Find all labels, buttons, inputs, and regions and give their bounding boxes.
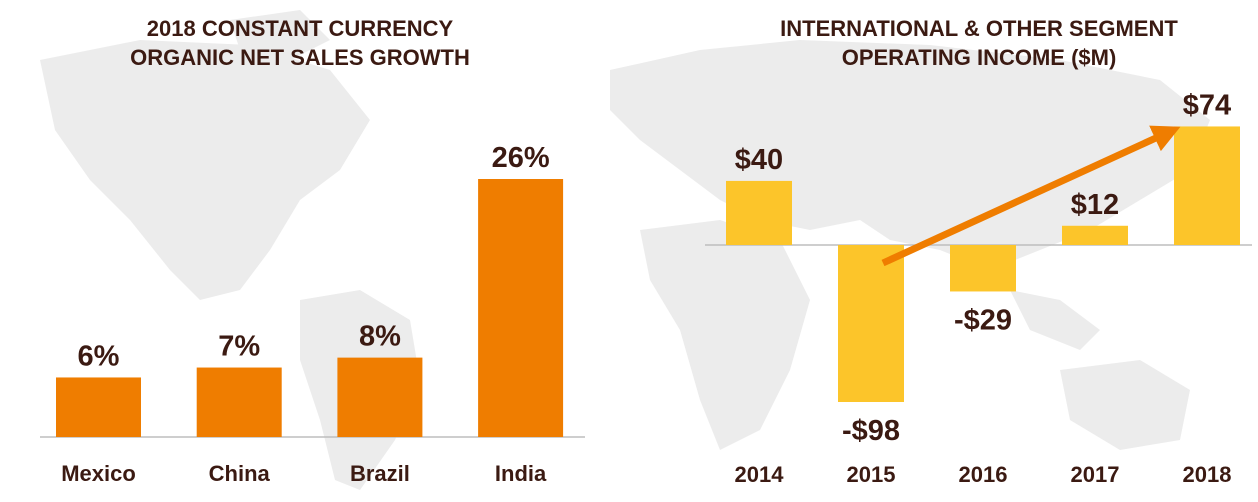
category-label-2017: 2017	[1071, 462, 1120, 487]
operating-income-bar-chart: $40 2014 -$98 2015 -$29 2016 $12 2017 $74 2018	[705, 89, 1252, 487]
value-label-india: 26%	[492, 142, 550, 174]
category-label-brazil: Brazil	[350, 461, 410, 486]
category-label-mexico: Mexico	[61, 461, 136, 486]
bar-2016	[950, 245, 1016, 292]
trend-arrow	[881, 125, 1181, 267]
chart-title-organic-growth: 2018 CONSTANT CURRENCY ORGANIC NET SALES…	[0, 14, 600, 72]
value-label-mexico: 6%	[78, 340, 120, 372]
bar-2014	[726, 180, 792, 245]
bar-2015	[838, 245, 904, 402]
bar-brazil	[337, 357, 423, 437]
chart-title-line-2: ORGANIC NET SALES GROWTH	[130, 45, 470, 70]
category-label-2018: 2018	[1183, 462, 1232, 487]
category-label-2014: 2014	[735, 462, 785, 487]
bar-2018	[1174, 126, 1240, 245]
value-label-2018: $74	[1183, 89, 1231, 121]
value-label-2016: -$29	[954, 304, 1012, 336]
category-label-2016: 2016	[959, 462, 1008, 487]
bar-mexico	[56, 377, 141, 437]
chart-title-line-2: OPERATING INCOME ($M)	[841, 45, 1117, 70]
category-label-india: India	[495, 461, 547, 486]
organic-growth-bar-chart: 6% Mexico 7% China 8% Brazil 26% India	[40, 142, 585, 486]
chart-title-line-1: 2018 CONSTANT CURRENCY	[146, 16, 454, 41]
chart-title-operating-income: INTERNATIONAL & OTHER SEGMENT OPERATING …	[700, 14, 1258, 72]
chart-title-line-1: INTERNATIONAL & OTHER SEGMENT	[780, 16, 1178, 41]
operating-income-panel: INTERNATIONAL & OTHER SEGMENT OPERATING …	[700, 0, 1258, 502]
value-label-brazil: 8%	[359, 321, 401, 353]
value-label-2017: $12	[1071, 189, 1119, 221]
bar-2017	[1062, 225, 1128, 245]
category-label-2015: 2015	[847, 462, 896, 487]
bar-india	[478, 179, 564, 437]
organic-sales-growth-panel: 2018 CONSTANT CURRENCY ORGANIC NET SALES…	[0, 0, 600, 502]
value-label-china: 7%	[218, 331, 260, 363]
value-label-2014: $40	[735, 144, 783, 176]
bar-china	[196, 367, 282, 437]
category-label-china: China	[209, 461, 271, 486]
value-label-2015: -$98	[842, 415, 900, 447]
